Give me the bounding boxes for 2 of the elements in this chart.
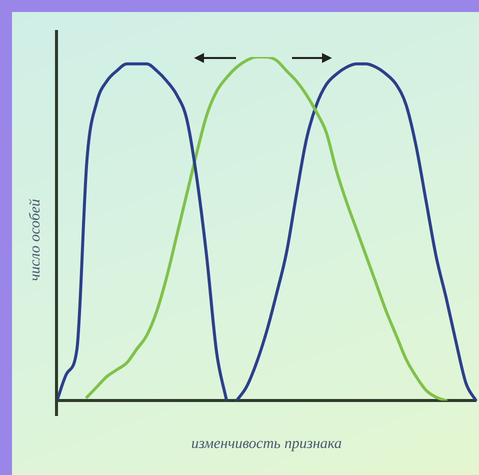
x-axis-title: изменчивость признака [191,436,342,452]
y-axis-title: число особей [28,198,44,282]
